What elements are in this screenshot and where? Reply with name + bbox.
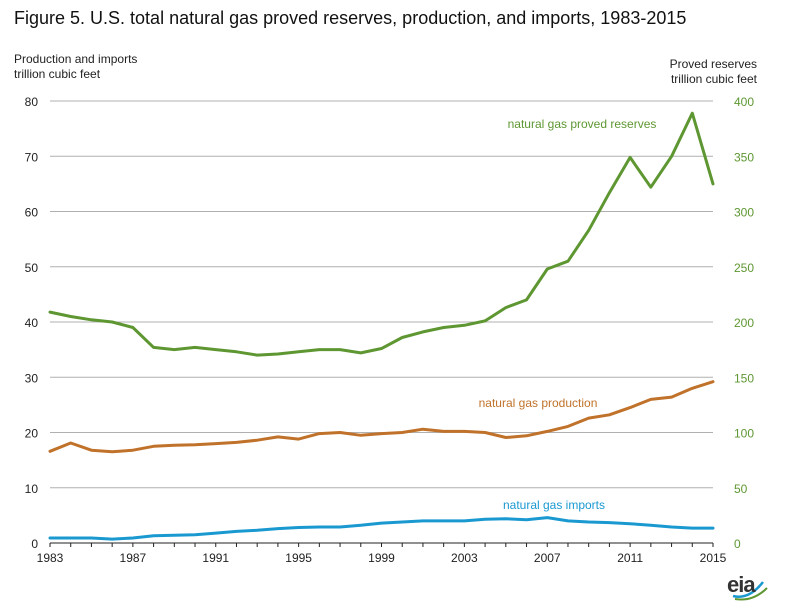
left-y-tick-label: 0: [31, 537, 38, 551]
left-axis-caption-line-2: trillion cubic feet: [14, 67, 101, 81]
natural-gas-proved-reserves-label: natural gas proved reserves: [508, 117, 657, 131]
left-y-tick-label: 50: [25, 261, 39, 275]
right-axis-caption-line-1: Proved reserves: [669, 57, 757, 71]
natural-gas-production-label: natural gas production: [479, 396, 598, 410]
x-tick-label: 1983: [37, 551, 64, 565]
left-y-tick-label: 40: [25, 316, 39, 330]
right-y-tick-label: 300: [734, 206, 754, 220]
x-tick-label: 2015: [700, 551, 727, 565]
x-tick-label: 2007: [534, 551, 561, 565]
right-y-tick-label: 0: [734, 537, 741, 551]
x-tick-label: 1987: [120, 551, 147, 565]
x-tick-label: 2011: [617, 551, 643, 565]
natural-gas-imports-label: natural gas imports: [503, 498, 605, 512]
left-axis-caption: Production and imports trillion cubic fe…: [14, 52, 137, 82]
x-tick-label: 1991: [202, 551, 229, 565]
eia-logo-swoosh: [732, 581, 768, 601]
right-y-tick-label: 150: [734, 371, 754, 385]
x-tick-label: 1999: [368, 551, 395, 565]
x-tick-label: 2003: [451, 551, 478, 565]
right-y-tick-label: 200: [734, 316, 754, 330]
eia-logo: eia: [723, 566, 771, 602]
right-axis-caption: Proved reserves trillion cubic feet: [670, 57, 757, 87]
left-y-tick-label: 20: [25, 427, 39, 441]
natural-gas-production-line: [48, 380, 715, 454]
chart-title: Figure 5. U.S. total natural gas proved …: [14, 8, 687, 28]
right-y-tick-label: 350: [734, 150, 754, 164]
right-y-tick-label: 250: [734, 261, 754, 275]
right-y-tick-label: 400: [734, 95, 754, 109]
left-y-tick-label: 60: [25, 206, 39, 220]
natural-gas-proved-reserves-line: [48, 111, 715, 357]
natural-gas-imports-line: [48, 516, 715, 541]
right-axis-caption-line-2: trillion cubic feet: [670, 72, 757, 86]
eia-logo-text: eia: [727, 572, 756, 597]
right-y-tick-label: 100: [734, 427, 754, 441]
left-axis-caption-line-1: Production and imports: [14, 52, 138, 66]
right-y-tick-label: 50: [734, 482, 748, 496]
left-y-tick-label: 30: [25, 371, 39, 385]
left-y-tick-label: 70: [25, 150, 39, 164]
left-y-tick-label: 10: [25, 482, 39, 496]
left-y-tick-label: 80: [25, 95, 39, 109]
x-tick-label: 1995: [285, 551, 312, 565]
